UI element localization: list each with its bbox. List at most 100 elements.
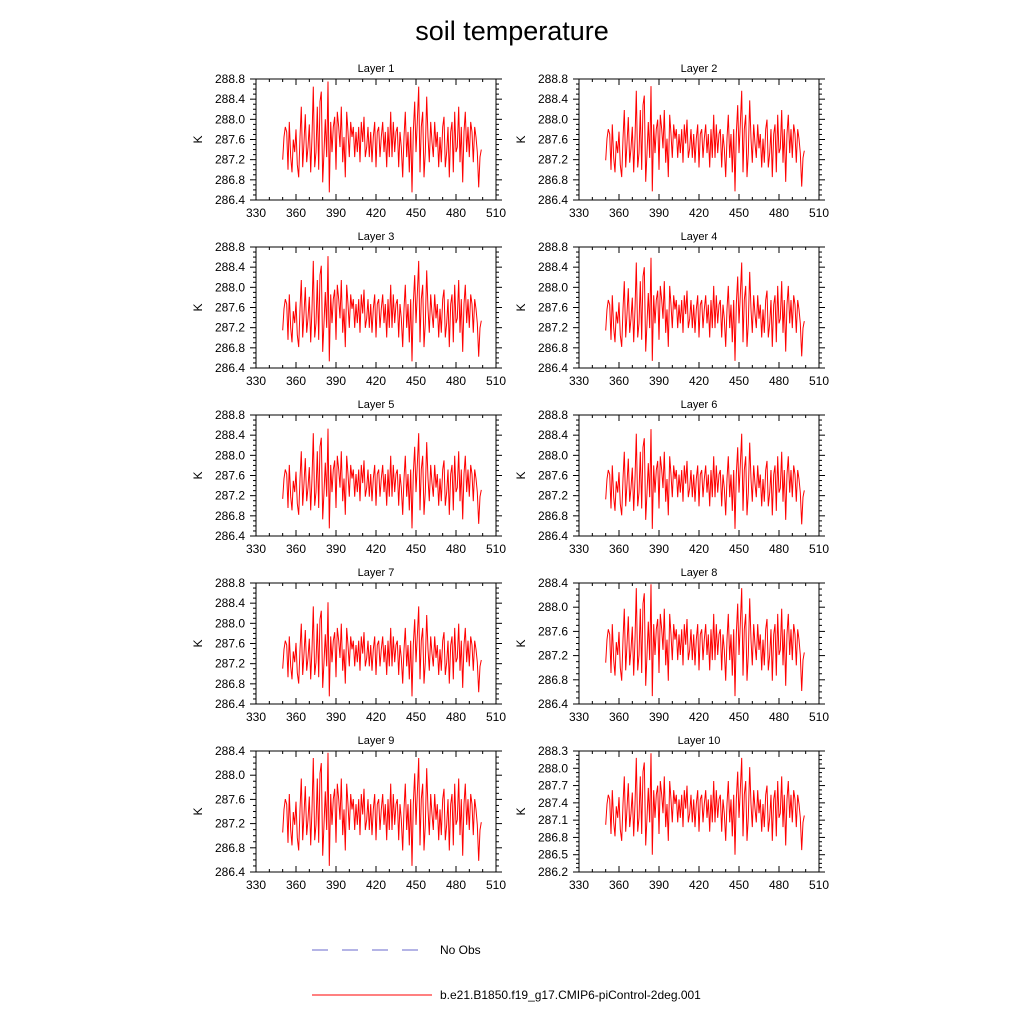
x-tick-label: 450 [406, 878, 426, 892]
y-tick-label: 288.8 [215, 240, 245, 254]
x-tick-label: 450 [406, 542, 426, 556]
plot-frame [255, 246, 497, 369]
y-tick-label: 287.2 [538, 649, 568, 663]
y-tick-label: 288.0 [538, 600, 568, 614]
x-tick-label: 330 [569, 710, 589, 724]
panel-title: Layer 8 [681, 567, 718, 579]
x-tick-label: 480 [769, 710, 789, 724]
legend: No Obs b.e21.B1850.f19_g17.CMIP6-piContr… [312, 943, 701, 1002]
panel-layer-8: Layer 8 K 330 360 390 420 450 480 510 286.4 286.8 2… [514, 567, 829, 724]
y-tick-label: 288.8 [538, 72, 568, 86]
series-line-layer-4 [605, 257, 805, 361]
x-tick-label: 510 [809, 206, 829, 220]
y-tick-label: 287.2 [215, 817, 245, 831]
x-tick-label: 330 [569, 206, 589, 220]
series-line-layer-9 [282, 752, 482, 866]
x-tick-label: 510 [809, 878, 829, 892]
y-tick-label: 288.8 [215, 72, 245, 86]
y-tick-label: 288.0 [215, 280, 245, 294]
x-tick-label: 510 [486, 878, 506, 892]
x-tick-label: 510 [809, 542, 829, 556]
x-tick-label: 420 [366, 710, 386, 724]
x-tick-label: 390 [649, 374, 669, 388]
y-tick-label: 288.8 [215, 408, 245, 422]
panel-title: Layer 7 [358, 567, 395, 579]
x-tick-label: 510 [486, 206, 506, 220]
panel-title: Layer 2 [681, 63, 718, 75]
plot-frame [255, 78, 497, 201]
y-tick-label: 286.4 [215, 865, 245, 879]
x-tick-label: 450 [729, 206, 749, 220]
x-tick-label: 510 [486, 710, 506, 724]
x-tick-label: 330 [569, 542, 589, 556]
y-tick-label: 288.4 [215, 596, 245, 610]
y-tick-label: 288.0 [215, 448, 245, 462]
panel-title: Layer 6 [681, 399, 718, 411]
x-tick-label: 360 [609, 206, 629, 220]
y-axis-label: K [514, 639, 528, 647]
y-axis-label: K [514, 135, 528, 143]
y-tick-label: 287.1 [538, 813, 568, 827]
x-tick-label: 360 [609, 374, 629, 388]
y-tick-label: 286.4 [215, 697, 245, 711]
panel-layer-10: Layer 10 K 330 360 390 420 450 480 510 286.2 286.5… [514, 735, 829, 892]
x-tick-label: 420 [366, 542, 386, 556]
series-line-layer-10 [605, 753, 805, 855]
x-tick-label: 480 [769, 878, 789, 892]
y-tick-label: 288.0 [215, 616, 245, 630]
x-tick-label: 450 [729, 710, 749, 724]
x-tick-label: 390 [649, 710, 669, 724]
y-tick-label: 287.6 [538, 301, 568, 315]
y-tick-label: 287.2 [215, 321, 245, 335]
y-tick-label: 287.2 [215, 657, 245, 671]
y-tick-label: 288.8 [538, 408, 568, 422]
y-tick-label: 287.4 [538, 796, 568, 810]
x-tick-label: 480 [446, 878, 466, 892]
panel-title: Layer 5 [358, 399, 395, 411]
x-tick-label: 420 [689, 542, 709, 556]
x-tick-label: 420 [366, 374, 386, 388]
y-tick-label: 287.6 [538, 133, 568, 147]
x-tick-label: 330 [246, 878, 266, 892]
y-tick-label: 287.2 [538, 153, 568, 167]
plot-frame [578, 750, 820, 873]
y-tick-label: 287.7 [538, 779, 568, 793]
series-line-layer-8 [605, 584, 805, 697]
panel-title: Layer 3 [358, 231, 395, 243]
x-tick-label: 450 [406, 206, 426, 220]
y-tick-label: 286.8 [538, 341, 568, 355]
legend-model-label: b.e21.B1850.f19_g17.CMIP6-piControl-2deg… [440, 988, 701, 1002]
y-tick-label: 288.4 [215, 260, 245, 274]
y-tick-label: 288.4 [215, 744, 245, 758]
panel-title: Layer 4 [681, 231, 718, 243]
x-tick-label: 510 [486, 542, 506, 556]
plot-frame [578, 582, 820, 705]
panel-layer-1: Layer 1 K 330 360 390 420 450 480 510 286.4 286.8 2… [191, 63, 506, 220]
y-tick-label: 288.4 [538, 92, 568, 106]
y-axis-label: K [191, 471, 205, 479]
x-tick-label: 480 [446, 206, 466, 220]
series-line-layer-1 [282, 81, 482, 193]
y-tick-label: 286.8 [215, 509, 245, 523]
panel-layer-9: Layer 9 K 330 360 390 420 450 480 510 286.4 286.8 2… [191, 735, 506, 892]
x-tick-label: 510 [809, 374, 829, 388]
y-tick-label: 287.6 [538, 469, 568, 483]
y-axis-label: K [514, 807, 528, 815]
plot-frame [578, 246, 820, 369]
x-tick-label: 330 [569, 878, 589, 892]
x-tick-label: 360 [286, 374, 306, 388]
y-tick-label: 286.8 [215, 341, 245, 355]
y-tick-label: 288.4 [215, 92, 245, 106]
x-tick-label: 330 [246, 710, 266, 724]
x-tick-label: 360 [609, 878, 629, 892]
x-tick-label: 330 [569, 374, 589, 388]
series-line-layer-7 [282, 602, 482, 697]
x-tick-label: 450 [729, 542, 749, 556]
y-axis-label: K [191, 807, 205, 815]
x-tick-label: 390 [326, 206, 346, 220]
x-tick-label: 420 [366, 878, 386, 892]
x-tick-label: 480 [446, 374, 466, 388]
y-tick-label: 286.8 [538, 509, 568, 523]
y-tick-label: 288.8 [215, 576, 245, 590]
